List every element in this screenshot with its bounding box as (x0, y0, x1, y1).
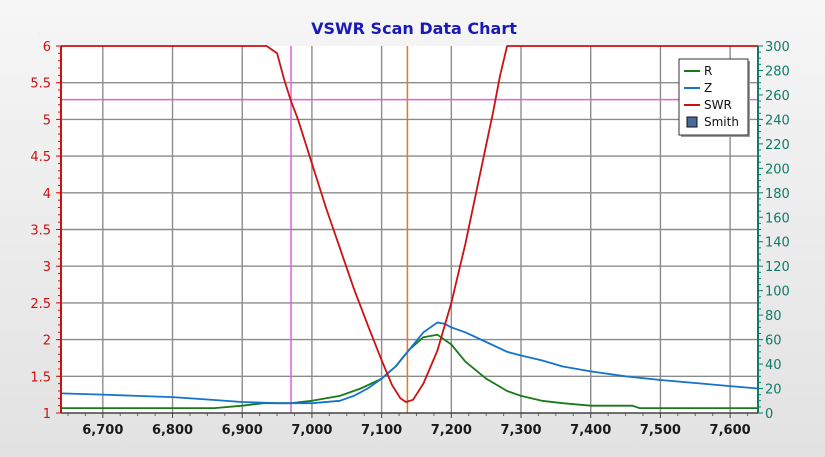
y-right-tick-label: 260 (765, 89, 790, 104)
y-right-tick-label: 140 (765, 236, 790, 251)
y-right-tick-label: 220 (765, 138, 790, 153)
x-tick-label: 7,000 (291, 423, 332, 438)
x-tick-label: 7,200 (431, 423, 472, 438)
y-right-tick-label: 20 (765, 383, 782, 398)
y-right-tick-label: 280 (765, 64, 790, 79)
series-swr-line (61, 45, 758, 403)
y-right-tick-label: 40 (765, 358, 782, 373)
x-tick-label: 7,100 (361, 423, 402, 438)
legend-label-smith[interactable]: Smith (704, 115, 739, 129)
y-right-tick-label: 60 (765, 334, 782, 349)
y-left-tick-label: 2 (43, 334, 51, 349)
legend-label-z[interactable]: Z (704, 81, 712, 95)
x-tick-label: 7,400 (570, 423, 611, 438)
legend-swatch-smith (686, 116, 698, 128)
series-lines (60, 45, 759, 410)
y-left-tick-label: 2.5 (30, 297, 51, 312)
y-right-tick-label: 120 (765, 260, 790, 275)
y-left-tick-label: 1.5 (30, 370, 51, 385)
series-z-line (60, 321, 759, 405)
legend-label-swr[interactable]: SWR (704, 98, 732, 112)
x-tick-label: 6,900 (222, 423, 263, 438)
legend-label-r[interactable]: R (704, 64, 712, 78)
axes (56, 45, 763, 418)
y-right-tick-label: 80 (765, 309, 782, 324)
legend[interactable]: RZ SWR Smith (678, 58, 750, 137)
y-left-tick-label: 5.5 (30, 77, 51, 92)
y-left-tick-label: 4 (43, 187, 51, 202)
x-tick-label: 6,800 (152, 423, 193, 438)
y-right-tick-label: 300 (765, 40, 790, 55)
y-left-tick-label: 3 (43, 260, 51, 275)
chart-title: VSWR Scan Data Chart (311, 19, 517, 38)
y-right-tick-label: 180 (765, 187, 790, 202)
y-right-tick-label: 0 (765, 407, 773, 422)
y-right-tick-label: 160 (765, 211, 790, 226)
x-tick-label: 7,500 (640, 423, 681, 438)
y-left-tick-label: 1 (43, 407, 51, 422)
series-r-line (61, 333, 758, 410)
y-right-tick-label: 240 (765, 113, 790, 128)
x-tick-label: 6,700 (82, 423, 123, 438)
y-right-tick-label: 100 (765, 285, 790, 300)
y-left-tick-label: 5 (43, 113, 51, 128)
grid-lines (61, 46, 758, 413)
y-left-tick-label: 4.5 (30, 150, 51, 165)
y-left-tick-label: 6 (43, 40, 51, 55)
y-left-tick-label: 3.5 (30, 224, 51, 239)
x-tick-label: 7,300 (500, 423, 541, 438)
y-right-tick-label: 200 (765, 162, 790, 177)
x-tick-label: 7,600 (710, 423, 751, 438)
tick-labels: 6,700 6,800 6,900 7,000 7,100 7,200 7,300 7,400… (30, 40, 790, 438)
